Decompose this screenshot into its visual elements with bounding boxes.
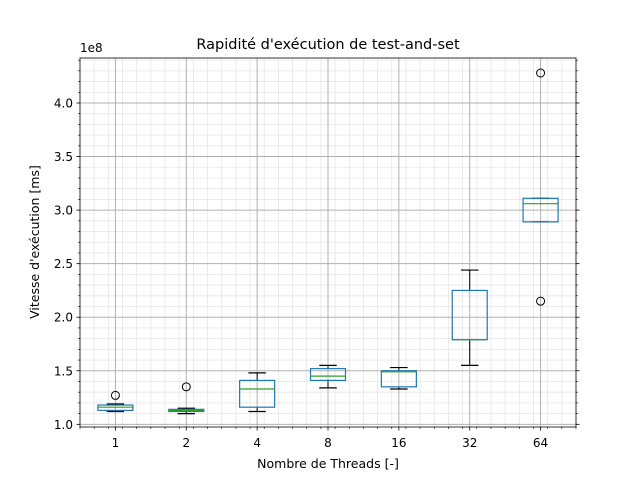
y-axis-label: Vitesse d'exécution [ms] bbox=[27, 165, 42, 319]
box-8 bbox=[309, 364, 347, 389]
box-32 bbox=[451, 269, 488, 367]
y-tick-label: 2.0 bbox=[54, 311, 73, 325]
y-tick-label: 3.5 bbox=[54, 150, 73, 164]
box-iqr bbox=[522, 197, 559, 223]
y-tick-label: 1.5 bbox=[54, 364, 73, 378]
box-1 bbox=[97, 390, 134, 413]
outlier-point bbox=[536, 68, 546, 78]
box-iqr bbox=[309, 368, 347, 382]
y-tick-label: 2.5 bbox=[54, 257, 73, 271]
box-64 bbox=[522, 68, 559, 306]
y-axis: 1.0 1.5 2.0 2.5 3.0 3.5 4.0 bbox=[54, 59, 580, 432]
y-tick-label: 4.0 bbox=[54, 96, 73, 110]
x-tick-label: 8 bbox=[324, 436, 332, 450]
x-tick-label: 4 bbox=[253, 436, 261, 450]
y-tick-label: 3.0 bbox=[54, 204, 73, 218]
x-tick-label: 32 bbox=[462, 436, 477, 450]
box-series bbox=[97, 68, 559, 415]
chart-title: Rapidité d'exécution de test-and-set bbox=[196, 37, 460, 53]
outlier-point bbox=[181, 382, 191, 392]
y-offset-label: 1e8 bbox=[80, 41, 103, 55]
y-tick-label: 1.0 bbox=[54, 418, 73, 432]
x-axis: 1 2 4 8 16 32 64 bbox=[79, 427, 577, 450]
outlier-point bbox=[536, 296, 546, 306]
x-axis-label: Nombre de Threads [-] bbox=[257, 456, 399, 471]
box-iqr bbox=[239, 379, 276, 408]
x-tick-label: 64 bbox=[533, 436, 548, 450]
x-tick-label: 16 bbox=[391, 436, 406, 450]
box-16 bbox=[380, 366, 417, 390]
x-tick-label: 2 bbox=[182, 436, 190, 450]
x-tick-label: 1 bbox=[112, 436, 120, 450]
box-4 bbox=[239, 372, 276, 413]
box-iqr bbox=[380, 370, 417, 388]
box-2 bbox=[168, 382, 205, 415]
outlier-point bbox=[110, 390, 120, 400]
